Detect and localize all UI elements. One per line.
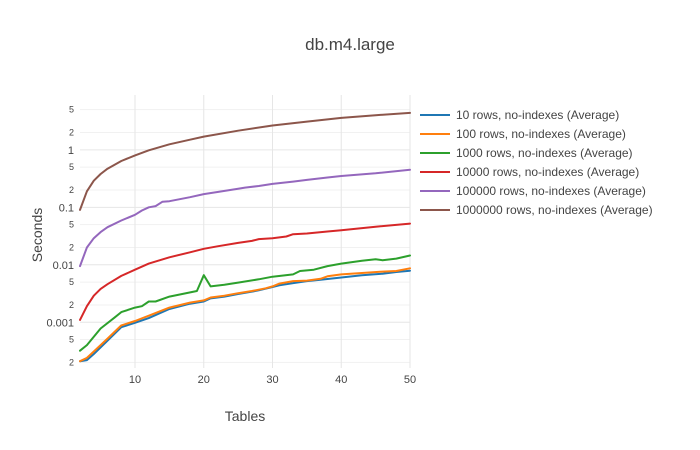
y-minor-tick-label: 5 xyxy=(69,220,74,230)
chart-title: db.m4.large xyxy=(305,35,395,54)
y-minor-tick-label: 5 xyxy=(69,335,74,345)
x-tick-label: 40 xyxy=(335,374,347,386)
y-minor-tick-label: 2 xyxy=(69,300,74,310)
series-line-2 xyxy=(79,267,411,363)
y-tick-label: 0.01 xyxy=(53,260,74,272)
legend-item-1[interactable]: 10 rows, no-indexes (Average) xyxy=(420,108,619,122)
x-tick-label: 10 xyxy=(129,374,141,386)
y-minor-tick-label: 5 xyxy=(69,162,74,172)
x-axis-label: Tables xyxy=(225,408,265,424)
legend-label: 100000 rows, no-indexes (Average) xyxy=(456,184,646,198)
x-tick-label: 20 xyxy=(198,374,210,386)
y-tick-label: 0.001 xyxy=(46,317,74,329)
y-tick-label: 1 xyxy=(68,145,74,157)
y-minor-tick-label: 5 xyxy=(69,105,74,115)
y-tick-label: 0.1 xyxy=(59,202,74,214)
legend-label: 100 rows, no-indexes (Average) xyxy=(456,127,626,141)
legend-item-4[interactable]: 10000 rows, no-indexes (Average) xyxy=(420,165,639,179)
legend-label: 10 rows, no-indexes (Average) xyxy=(456,108,619,122)
series-lines xyxy=(79,111,411,363)
y-minor-tick-label: 5 xyxy=(69,277,74,287)
x-tick-label: 50 xyxy=(404,374,416,386)
legend-label: 1000 rows, no-indexes (Average) xyxy=(456,146,633,160)
series-line-6 xyxy=(79,111,411,211)
series-line-4 xyxy=(79,222,411,321)
legend-item-6[interactable]: 1000000 rows, no-indexes (Average) xyxy=(420,203,653,217)
y-minor-tick-label: 2 xyxy=(69,128,74,138)
legend-item-5[interactable]: 100000 rows, no-indexes (Average) xyxy=(420,184,646,198)
x-axis-ticks: 10 20 30 40 50 xyxy=(129,374,416,386)
series-line-1 xyxy=(79,269,411,363)
legend-label: 1000000 rows, no-indexes (Average) xyxy=(456,203,653,217)
series-line-3 xyxy=(79,254,411,352)
y-axis-ticks: 2 5 2 5 2 5 2 5 2 5 0.001 0.01 0.1 1 xyxy=(46,105,74,368)
y-minor-tick-label: 2 xyxy=(69,185,74,195)
legend-label: 10000 rows, no-indexes (Average) xyxy=(456,165,639,179)
x-tick-label: 30 xyxy=(266,374,278,386)
legend-item-3[interactable]: 1000 rows, no-indexes (Average) xyxy=(420,146,633,160)
y-axis-label: Seconds xyxy=(29,208,45,262)
legend-item-2[interactable]: 100 rows, no-indexes (Average) xyxy=(420,127,626,141)
legend[interactable]: 10 rows, no-indexes (Average) 100 rows, n… xyxy=(420,108,653,217)
grid xyxy=(80,95,411,368)
y-minor-tick-label: 2 xyxy=(69,357,74,367)
series-line-5 xyxy=(79,168,411,268)
y-minor-tick-label: 2 xyxy=(69,242,74,252)
